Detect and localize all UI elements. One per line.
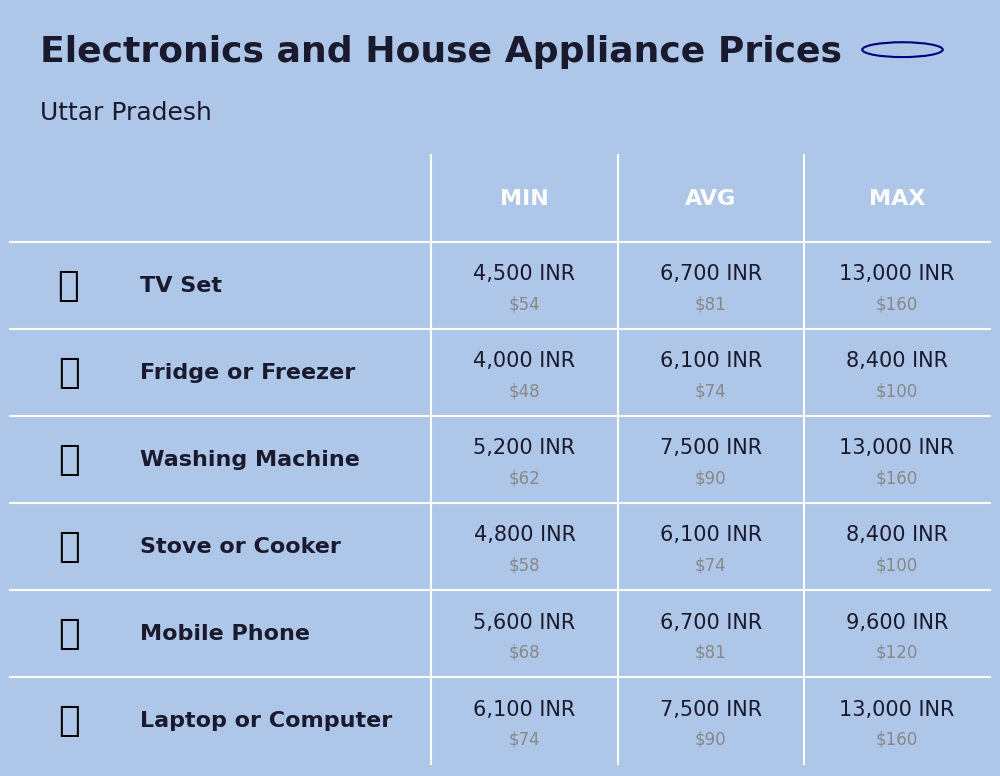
Text: $90: $90 <box>695 731 727 749</box>
Text: 🌀: 🌀 <box>58 443 80 476</box>
Text: $100: $100 <box>876 383 918 401</box>
Text: $74: $74 <box>509 731 540 749</box>
Text: 📱: 📱 <box>58 617 80 651</box>
Text: $74: $74 <box>695 383 727 401</box>
Text: Fridge or Freezer: Fridge or Freezer <box>140 362 355 383</box>
Text: $62: $62 <box>509 470 540 488</box>
Text: $48: $48 <box>509 383 540 401</box>
Text: 7,500 INR: 7,500 INR <box>660 438 762 459</box>
Text: 6,700 INR: 6,700 INR <box>660 612 762 632</box>
Text: 6,700 INR: 6,700 INR <box>660 265 762 285</box>
Text: 6,100 INR: 6,100 INR <box>660 525 762 546</box>
Text: 8,400 INR: 8,400 INR <box>846 352 948 372</box>
Text: 13,000 INR: 13,000 INR <box>839 265 955 285</box>
Text: $81: $81 <box>695 644 727 662</box>
Text: $120: $120 <box>876 644 918 662</box>
Text: Uttar Pradesh: Uttar Pradesh <box>40 101 212 125</box>
Text: $100: $100 <box>876 557 918 575</box>
Text: $81: $81 <box>695 296 727 314</box>
Text: $68: $68 <box>509 644 540 662</box>
Text: 5,600 INR: 5,600 INR <box>473 612 576 632</box>
Text: TV Set: TV Set <box>140 275 222 296</box>
Text: $90: $90 <box>695 470 727 488</box>
Text: 6,100 INR: 6,100 INR <box>660 352 762 372</box>
Text: Washing Machine: Washing Machine <box>140 450 360 469</box>
Text: MAX: MAX <box>869 189 925 209</box>
Text: $160: $160 <box>876 296 918 314</box>
Text: Mobile Phone: Mobile Phone <box>140 624 310 644</box>
Text: $74: $74 <box>695 557 727 575</box>
Text: 4,500 INR: 4,500 INR <box>473 265 576 285</box>
Text: Stove or Cooker: Stove or Cooker <box>140 537 341 557</box>
Text: 5,200 INR: 5,200 INR <box>473 438 576 459</box>
Text: Electronics and House Appliance Prices: Electronics and House Appliance Prices <box>40 35 842 69</box>
Text: $54: $54 <box>509 296 540 314</box>
Text: $58: $58 <box>509 557 540 575</box>
Text: 💻: 💻 <box>58 704 80 738</box>
Text: 🖥️: 🖥️ <box>58 268 80 303</box>
Text: 4,800 INR: 4,800 INR <box>474 525 576 546</box>
Text: 9,600 INR: 9,600 INR <box>846 612 948 632</box>
Text: 6,100 INR: 6,100 INR <box>473 699 576 719</box>
Text: 13,000 INR: 13,000 INR <box>839 699 955 719</box>
Text: 4,000 INR: 4,000 INR <box>473 352 576 372</box>
Text: 7,500 INR: 7,500 INR <box>660 699 762 719</box>
Text: MIN: MIN <box>500 189 549 209</box>
Text: AVG: AVG <box>685 189 736 209</box>
Text: $160: $160 <box>876 731 918 749</box>
Text: 8,400 INR: 8,400 INR <box>846 525 948 546</box>
Text: 🍳: 🍳 <box>58 530 80 564</box>
Text: 13,000 INR: 13,000 INR <box>839 438 955 459</box>
Text: $160: $160 <box>876 470 918 488</box>
Text: Laptop or Computer: Laptop or Computer <box>140 711 392 731</box>
Text: 🧊: 🧊 <box>58 355 80 390</box>
